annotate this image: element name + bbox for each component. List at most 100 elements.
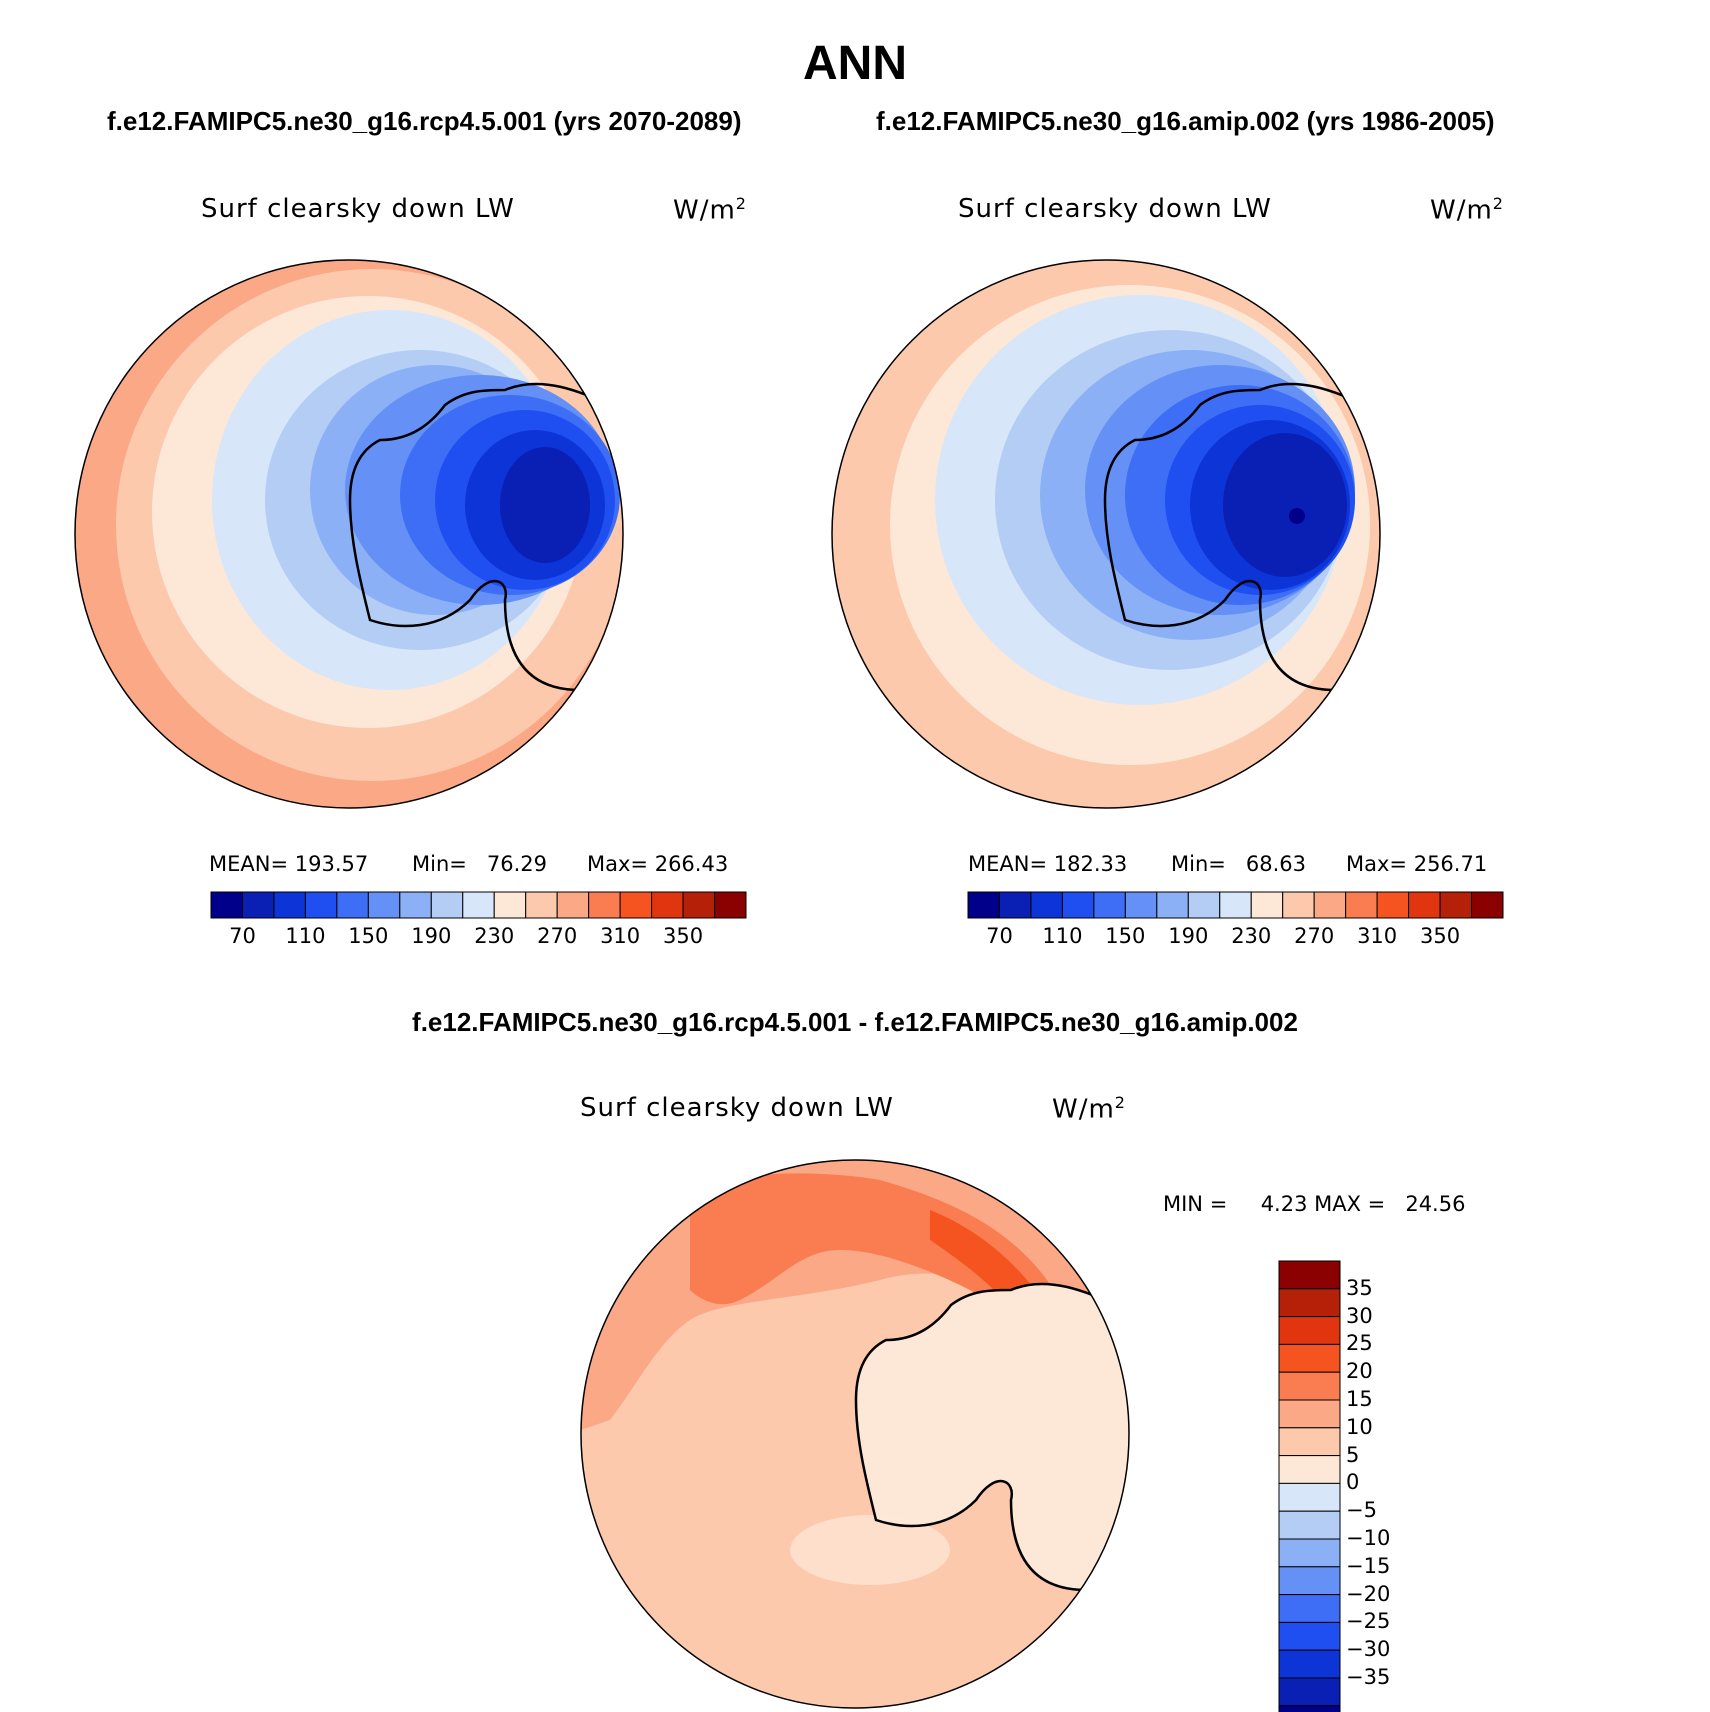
- colorbar-tick-label: 310: [1357, 924, 1398, 948]
- colorbar-swatch: [588, 891, 621, 919]
- colorbar-tick-label: 190: [411, 924, 452, 948]
- colorbar-tick-label: 270: [537, 924, 578, 948]
- colorbar-swatch: [1278, 1288, 1341, 1318]
- colorbar-tick-label: 25: [1346, 1331, 1373, 1356]
- colorbar-swatch: [1030, 891, 1063, 919]
- colorbar-swatch: [399, 891, 432, 919]
- colorbar-tick-label: 270: [1294, 924, 1335, 948]
- colorbar-swatch: [1219, 891, 1252, 919]
- diff-units-label: W/m2: [1052, 1093, 1126, 1125]
- colorbar-tick-label: 15: [1346, 1387, 1373, 1411]
- colorbar-swatch: [619, 891, 653, 919]
- colorbar-swatch: [1278, 1343, 1341, 1373]
- colorbar-swatch: [525, 891, 558, 919]
- right-min-stat: Min= 68.63: [1171, 852, 1307, 876]
- colorbar-swatch: [651, 891, 684, 919]
- colorbar-swatch: [1376, 891, 1410, 919]
- colorbar-tick-label: 350: [663, 924, 704, 948]
- colorbar-tick-label: 190: [1168, 924, 1209, 948]
- colorbar-tick-label: −15: [1346, 1553, 1391, 1578]
- colorbar-swatch: [1278, 1316, 1341, 1345]
- colorbar-swatch: [1278, 1566, 1341, 1596]
- diff-title: f.e12.FAMIPC5.ne30_g16.rcp4.5.001 - f.e1…: [412, 1007, 1298, 1037]
- colorbar-tick-label: −20: [1346, 1581, 1391, 1606]
- colorbar-swatch: [1471, 891, 1504, 919]
- colorbar-tick-label: 0: [1346, 1470, 1360, 1495]
- colorbar-tick-label: 150: [1105, 924, 1146, 948]
- colorbar-swatch: [556, 891, 590, 919]
- colorbar-swatch: [1278, 1649, 1341, 1679]
- right-units-label: W/m2: [1430, 194, 1504, 226]
- colorbar-swatch: [1278, 1621, 1341, 1651]
- colorbar-swatch: [1278, 1482, 1341, 1512]
- diff-variable-label: Surf clearsky down LW: [580, 1093, 894, 1123]
- colorbar-tick-label: 310: [600, 924, 641, 948]
- colorbar-tick-label: −10: [1346, 1526, 1391, 1550]
- colorbar-swatch: [1250, 891, 1284, 919]
- colorbar-swatch: [367, 891, 401, 919]
- left-units-label: W/m2: [673, 194, 747, 226]
- colorbar-tick-label: 230: [1231, 924, 1272, 948]
- colorbar-swatch: [714, 891, 747, 919]
- colorbar-tick-label: −25: [1346, 1609, 1391, 1634]
- colorbar-swatch: [241, 891, 275, 919]
- colorbar-swatch: [336, 891, 369, 919]
- colorbar-swatch: [1439, 891, 1473, 919]
- colorbar-tick-label: 30: [1346, 1303, 1373, 1328]
- colorbar-swatch: [1278, 1594, 1341, 1623]
- colorbar-tick-label: 350: [1420, 924, 1461, 948]
- colorbar-swatch: [1156, 891, 1189, 919]
- colorbar-swatch: [998, 891, 1032, 919]
- colorbar-tick-label: 20: [1346, 1359, 1373, 1384]
- colorbar-tick-label: −35: [1346, 1665, 1391, 1689]
- colorbar-tick-label: 110: [285, 924, 326, 948]
- colorbar-swatch: [1124, 891, 1158, 919]
- left-max-stat: Max= 266.43: [587, 852, 729, 876]
- colorbar-swatch: [1278, 1455, 1341, 1484]
- colorbar-tick-label: 10: [1346, 1414, 1373, 1439]
- colorbar-tick-label: 35: [1346, 1275, 1373, 1300]
- colorbar-swatch: [1187, 891, 1221, 919]
- colorbar-tick-label: 230: [474, 924, 515, 948]
- left-panel-case-title: f.e12.FAMIPC5.ne30_g16.rcp4.5.001 (yrs 2…: [107, 106, 742, 136]
- colorbar-swatch: [1061, 891, 1095, 919]
- colorbar-tick-label: 5: [1346, 1442, 1360, 1467]
- colorbar-swatch: [462, 891, 495, 919]
- colorbar-swatch: [1345, 891, 1378, 919]
- colorbar-swatch: [1313, 891, 1347, 919]
- colorbar-swatch: [682, 891, 716, 919]
- colorbar-tick-label: 150: [348, 924, 389, 948]
- right-colorbar: [967, 891, 1504, 919]
- colorbar-swatch: [493, 891, 527, 919]
- right-variable-label: Surf clearsky down LW: [958, 194, 1272, 224]
- colorbar-swatch: [1278, 1677, 1341, 1707]
- main-title: ANN: [803, 37, 907, 90]
- right-mean-stat: MEAN= 182.33: [968, 852, 1128, 876]
- colorbar-swatch: [1278, 1510, 1341, 1540]
- colorbar-swatch: [1278, 1371, 1341, 1401]
- colorbar-swatch: [1282, 891, 1315, 919]
- colorbar-tick-label: 70: [229, 924, 256, 948]
- colorbar-swatch: [1408, 891, 1441, 919]
- colorbar-swatch: [304, 891, 338, 919]
- colorbar-swatch: [1278, 1705, 1341, 1712]
- colorbar-tick-label: 70: [986, 924, 1013, 948]
- colorbar-swatch: [1278, 1399, 1341, 1429]
- right-panel-case-title: f.e12.FAMIPC5.ne30_g16.amip.002 (yrs 198…: [876, 106, 1495, 136]
- left-variable-label: Surf clearsky down LW: [201, 194, 515, 224]
- diff-minmax-stat: MIN = 4.23 MAX = 24.56: [1163, 1192, 1466, 1216]
- colorbar-swatch: [273, 891, 306, 919]
- colorbar-swatch: [1093, 891, 1126, 919]
- colorbar-swatch: [967, 891, 1000, 919]
- colorbar-swatch: [1278, 1538, 1341, 1568]
- colorbar-tick-label: −30: [1346, 1637, 1391, 1662]
- left-mean-stat: MEAN= 193.57: [209, 852, 369, 876]
- diff-colorbar: [1278, 1260, 1341, 1712]
- left-colorbar: [210, 891, 747, 919]
- colorbar-swatch: [1278, 1260, 1341, 1290]
- diff-map: [581, 1160, 1129, 1708]
- colorbar-tick-label: −5: [1346, 1498, 1377, 1523]
- colorbar-tick-label: 110: [1042, 924, 1083, 948]
- colorbar-swatch: [430, 891, 464, 919]
